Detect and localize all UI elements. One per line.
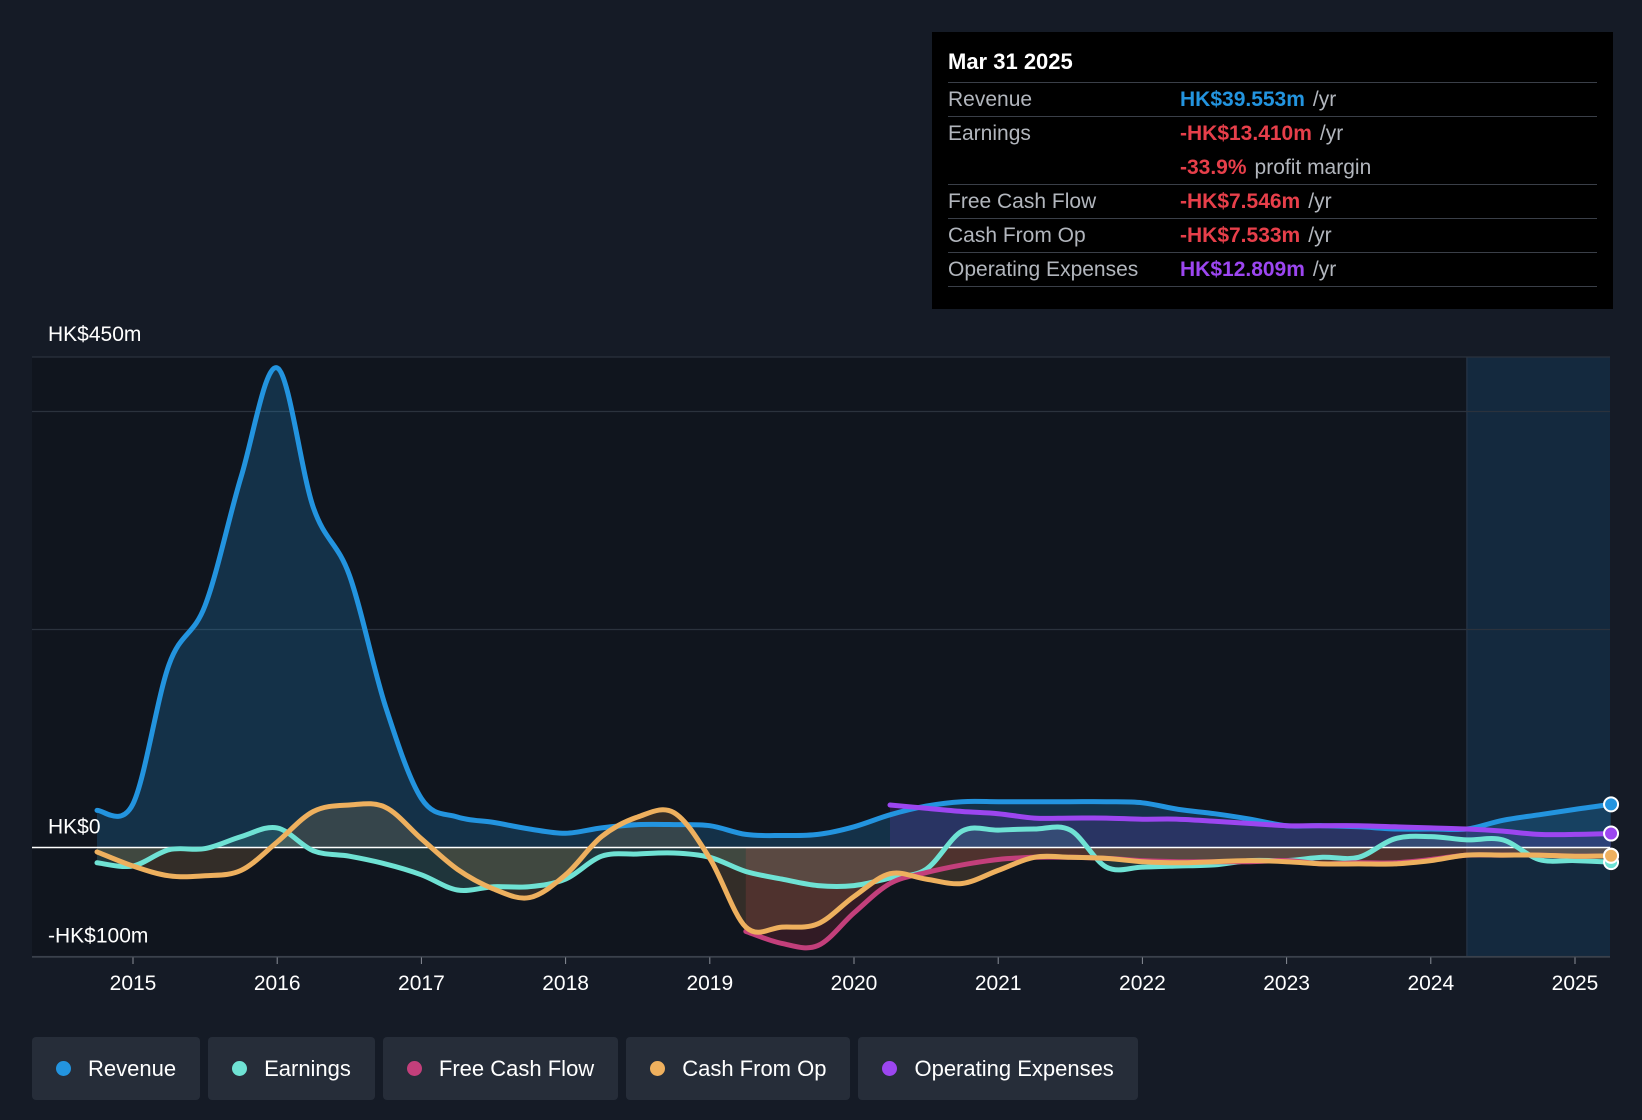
legend-dot-icon: [232, 1061, 248, 1076]
legend-item-earnings[interactable]: Earnings: [208, 1037, 375, 1100]
legend-dot-icon: [406, 1061, 422, 1076]
x-axis-labels: 2015 2016 2017 2018 2019 2020 2021 2022 2023 2024…: [32, 956, 1610, 995]
tooltip-unit: /yr: [1308, 190, 1332, 213]
area-free-cash-flow: [745, 847, 1611, 948]
future-shade: [1466, 357, 1610, 957]
legend-label: Revenue: [88, 1055, 177, 1081]
area-cash-from-op: [97, 803, 1611, 933]
x-tick-label: 2024: [1407, 972, 1454, 995]
legend-dot-icon: [882, 1061, 898, 1076]
tooltip-label: Cash From Op: [948, 224, 1086, 247]
x-tick-label: 2018: [542, 972, 589, 995]
tooltip-row-operating-expenses: Operating Expenses HK$12.809m /yr: [948, 253, 1597, 287]
tooltip-label: Free Cash Flow: [948, 190, 1097, 213]
area-earnings: [97, 826, 1611, 891]
tooltip-label: Operating Expenses: [948, 258, 1139, 281]
x-tick-label: 2015: [110, 972, 157, 995]
legend-label: Free Cash Flow: [438, 1055, 595, 1081]
tooltip-value: -HK$13.410m: [1180, 122, 1312, 145]
x-tick-label: 2023: [1263, 972, 1310, 995]
legend-label: Cash From Op: [682, 1055, 827, 1081]
end-marker-cash-from-op: [1603, 847, 1620, 864]
tooltip-label: Earnings: [948, 122, 1031, 145]
tooltip-value: -HK$7.533m: [1180, 224, 1301, 247]
tooltip-row-profit-margin: -33.9% profit margin: [948, 151, 1597, 185]
tooltip-unit: /yr: [1312, 88, 1337, 111]
tooltip-value: HK$39.553m: [1180, 88, 1305, 111]
series-end-markers: [1603, 796, 1620, 871]
x-tick-label: 2019: [686, 972, 733, 995]
legend-item-revenue[interactable]: Revenue: [32, 1037, 201, 1100]
x-tick-label: 2021: [975, 972, 1022, 995]
x-tick-label: 2022: [1119, 972, 1166, 995]
legend-item-operating-expenses[interactable]: Operating Expenses: [858, 1037, 1138, 1100]
tooltip-unit: profit margin: [1254, 156, 1372, 179]
tooltip-panel: Mar 31 2025 Revenue HK$39.553m /yr Earni…: [932, 32, 1613, 309]
tooltip-label: Revenue: [948, 88, 1033, 111]
y-tick-label: HK$450m: [48, 323, 141, 346]
legend-dot-icon: [56, 1061, 71, 1076]
y-tick-label: -HK$100m: [48, 925, 148, 948]
x-tick-label: 2017: [398, 972, 445, 995]
tooltip-label: [948, 151, 1180, 184]
series-lines: [94, 365, 1614, 951]
tooltip-value: HK$12.809m: [1180, 258, 1305, 281]
line-operating-expenses: [887, 802, 1614, 838]
tooltip-unit: /yr: [1308, 224, 1332, 247]
line-cash-from-op: [94, 801, 1614, 935]
tooltip-row-cash-from-op: Cash From Op -HK$7.533m /yr: [948, 219, 1597, 253]
tooltip-value: -HK$7.546m: [1180, 190, 1301, 213]
legend-dot-icon: [650, 1061, 666, 1076]
tooltip-unit: /yr: [1312, 258, 1337, 281]
tooltip-date: Mar 31 2025: [948, 46, 1597, 83]
y-tick-label: HK$0: [48, 816, 101, 839]
tooltip-value: -33.9%: [1180, 156, 1247, 179]
tooltip-unit: /yr: [1319, 122, 1344, 145]
tooltip-row-earnings: Earnings -HK$13.410m /yr: [948, 117, 1597, 151]
y-axis-labels: HK$450m HK$0 -HK$100m: [48, 323, 148, 948]
x-tick-label: 2016: [254, 972, 301, 995]
tooltip-row-revenue: Revenue HK$39.553m /yr: [948, 83, 1597, 117]
line-earnings: [94, 824, 1614, 893]
legend: Revenue Earnings Free Cash Flow Cash Fro…: [32, 1037, 1138, 1100]
end-marker-operating-expenses: [1603, 825, 1620, 842]
tooltip-row-free-cash-flow: Free Cash Flow -HK$7.546m /yr: [948, 185, 1597, 219]
legend-label: Operating Expenses: [914, 1055, 1114, 1081]
end-marker-revenue: [1603, 796, 1620, 813]
legend-label: Earnings: [264, 1055, 351, 1081]
legend-item-free-cash-flow[interactable]: Free Cash Flow: [382, 1037, 619, 1100]
x-tick-label: 2025: [1552, 972, 1599, 995]
legend-item-cash-from-op[interactable]: Cash From Op: [626, 1037, 851, 1100]
x-tick-label: 2020: [831, 972, 878, 995]
area-revenue: [97, 367, 1611, 848]
